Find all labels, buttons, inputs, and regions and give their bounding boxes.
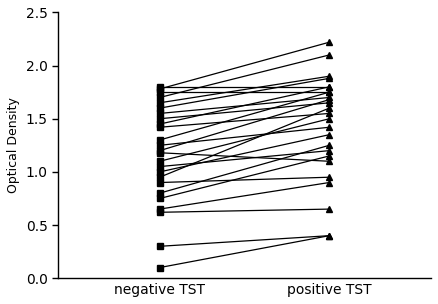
Y-axis label: Optical Density: Optical Density <box>7 97 20 193</box>
